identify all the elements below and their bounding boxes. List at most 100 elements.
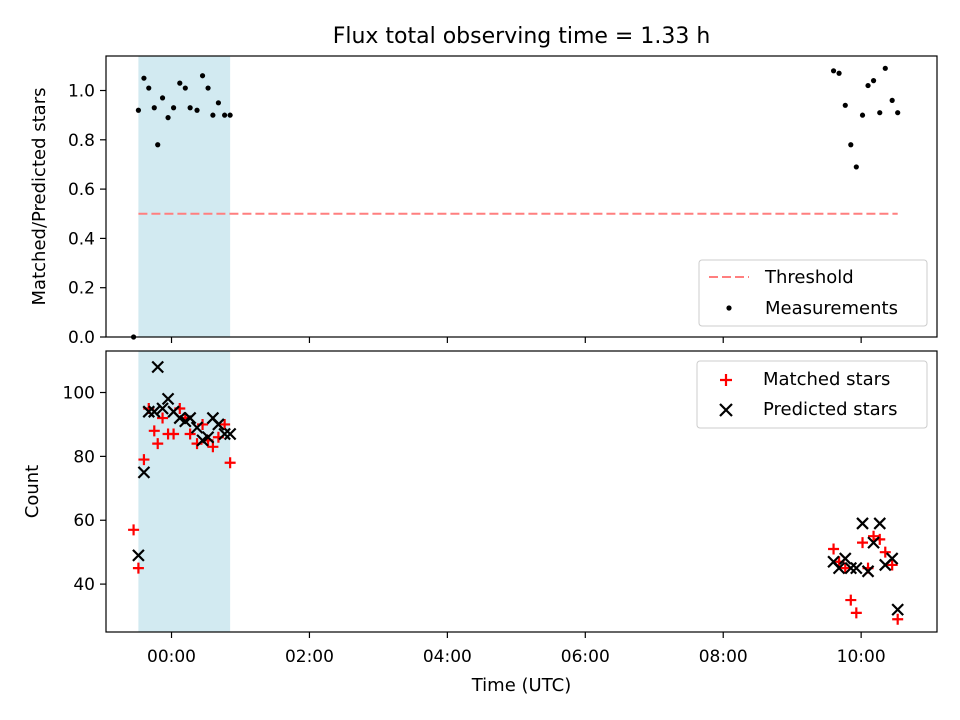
measurement-point	[199, 73, 206, 79]
predicted-star-marker	[132, 549, 145, 562]
y-tick-label: 100	[63, 384, 95, 404]
bottom-y-axis-ticks: 40 60 80 100	[63, 384, 106, 595]
measurement-point	[141, 75, 147, 81]
measurement-point	[187, 105, 193, 111]
predicted-star-marker	[861, 565, 875, 578]
bottom-axes-frame	[105, 350, 938, 633]
y-tick-label: 0.2	[68, 279, 95, 299]
measurement-points	[130, 65, 901, 340]
matched-star-marker	[879, 546, 891, 558]
predicted-star-marker	[839, 552, 852, 565]
matched-star-marker	[219, 418, 231, 430]
x-tick-label: 10:00	[837, 647, 886, 667]
bottom-legend: Matched stars Predicted stars	[696, 360, 928, 429]
measurement-point	[155, 142, 161, 148]
measurement-point	[882, 65, 888, 71]
measurement-point	[848, 142, 854, 148]
measurement-point	[842, 102, 848, 108]
matched-star-marker	[892, 613, 904, 625]
predicted-star-marker	[137, 466, 151, 479]
bottom-x-axis-ticks: 00:00 02:00 04:00 06:00 08:00 10:00	[147, 632, 886, 667]
matched-star-marker	[845, 594, 857, 606]
predicted-star-marker	[850, 561, 863, 575]
measurement-point	[165, 115, 171, 121]
matched-star-marker	[132, 562, 144, 574]
matched-star-marker	[224, 457, 236, 469]
y-tick-label: 40	[73, 575, 95, 595]
top-y-axis-label: Matched/Predicted stars	[29, 88, 50, 306]
predicted-star-marker	[218, 427, 231, 441]
y-tick-label: 60	[73, 511, 95, 531]
top-x-axis-ticks	[170, 337, 862, 343]
measurement-point	[177, 80, 183, 86]
measurement-point	[865, 82, 871, 89]
measurement-point	[895, 110, 901, 116]
measurement-point	[836, 70, 842, 76]
measurement-point	[859, 112, 866, 118]
measurement-point	[210, 112, 216, 118]
matched-star-marker	[839, 562, 851, 574]
predicted-star-marker	[201, 430, 215, 444]
matched-star-marker	[152, 438, 164, 450]
measurement-point	[853, 164, 859, 170]
y-tick-label: 1.0	[68, 82, 95, 102]
predicted-star-marker	[856, 517, 869, 530]
predicted-star-marker	[885, 552, 899, 565]
predicted-star-marker	[161, 392, 175, 406]
bottom-y-axis-label: Count	[22, 465, 43, 518]
predicted-star-marker	[151, 360, 164, 374]
top-legend-box	[698, 259, 928, 327]
predicted-stars-legend-label: Predicted stars	[763, 399, 897, 420]
predicted-star-marker	[156, 402, 169, 415]
predicted-star-marker	[891, 603, 904, 616]
matched-star-marker	[148, 425, 160, 437]
y-tick-label: 0.6	[68, 180, 95, 200]
measurement-point	[830, 68, 837, 74]
top-shaded-interval	[138, 56, 231, 337]
predicted-stars-legend-swatch	[719, 403, 733, 417]
matched-star-marker	[168, 428, 180, 440]
x-tick-label: 06:00	[561, 647, 610, 667]
predicted-star-marker	[142, 405, 156, 418]
matched-star-marker	[857, 537, 869, 549]
predicted-star-marker	[223, 427, 237, 441]
measurement-point	[205, 85, 211, 91]
measurement-point	[222, 112, 228, 118]
measurement-point	[227, 112, 233, 118]
predicted-star-marker	[190, 421, 204, 434]
predicted-stars-markers	[132, 360, 904, 616]
matched-star-marker	[828, 543, 840, 555]
measurement-point	[889, 97, 895, 103]
predicted-star-marker	[867, 536, 880, 549]
y-tick-label: 0.4	[68, 229, 95, 249]
matched-star-marker	[868, 530, 880, 542]
matched-stars-legend-swatch	[720, 374, 732, 386]
measurements-legend-label: Measurements	[765, 298, 898, 319]
x-tick-label: 04:00	[423, 647, 472, 667]
measurement-point	[146, 85, 152, 91]
measurement-point	[159, 95, 166, 101]
matched-star-marker	[157, 412, 169, 424]
matched-star-marker	[184, 428, 196, 440]
bottom-shaded-interval	[138, 351, 231, 632]
matched-star-marker	[886, 559, 898, 571]
predicted-star-marker	[832, 561, 846, 575]
measurement-point	[215, 100, 222, 106]
chart-title: Flux total observing time = 1.33 h	[333, 24, 711, 49]
measurement-point	[877, 110, 883, 116]
measurements-legend-swatch	[726, 305, 732, 311]
x-tick-label: 02:00	[285, 647, 334, 667]
x-tick-label: 08:00	[699, 647, 748, 667]
top-axes-frame	[105, 55, 938, 338]
predicted-star-marker	[147, 405, 161, 418]
measurement-point	[151, 105, 157, 111]
threshold-legend-label: Threshold	[764, 267, 854, 288]
bottom-panel: 40 60 80 100 00:00 02:00 04:00 06:00 08:00 10:00…	[22, 350, 938, 696]
measurement-point	[194, 107, 200, 113]
y-tick-label: 0.0	[68, 328, 95, 348]
predicted-star-marker	[844, 561, 858, 575]
y-tick-label: 0.8	[68, 131, 95, 151]
top-y-axis-ticks: 0.0 0.2 0.4 0.6 0.8 1.0	[68, 82, 106, 348]
matched-star-marker	[850, 607, 862, 619]
measurement-point	[182, 85, 188, 91]
